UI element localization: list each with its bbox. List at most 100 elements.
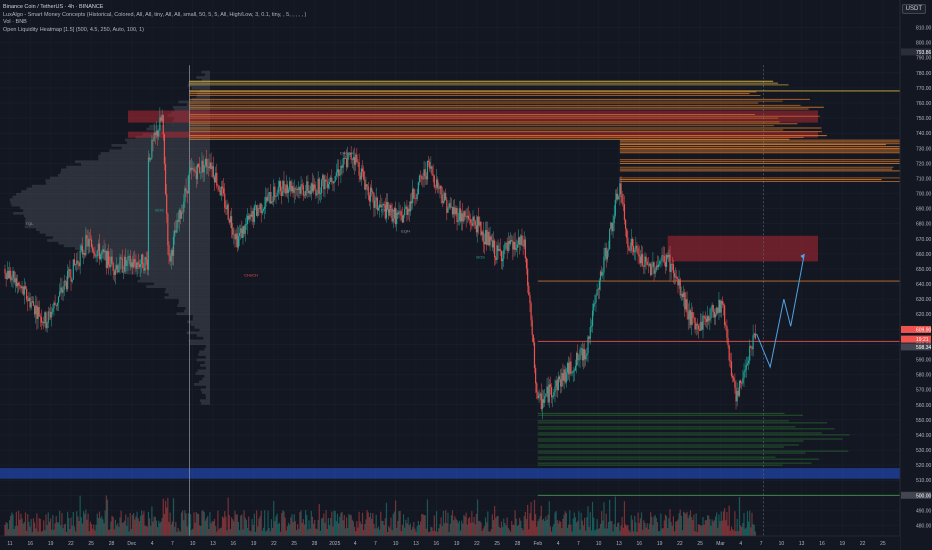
volume-bar: [379, 529, 381, 536]
price-tick-label: 620.00: [916, 312, 932, 318]
profile-bar: [126, 271, 210, 275]
candle-body: [356, 154, 358, 162]
volume-bar: [254, 531, 257, 536]
candle-body: [303, 195, 306, 196]
candle-body: [323, 175, 325, 190]
volume-bar: [431, 527, 433, 536]
volume-bar: [594, 530, 596, 536]
volume-bar: [89, 521, 92, 536]
volume-bar: [118, 526, 120, 536]
candle-body: [677, 278, 679, 286]
candle-body: [36, 305, 38, 320]
time-tick-label: 13: [413, 541, 419, 547]
volume-bar: [335, 521, 337, 536]
candle-body: [562, 373, 564, 381]
volume-bar: [195, 512, 197, 536]
profile-bar: [93, 255, 210, 259]
candle-body: [751, 347, 753, 350]
volume-bar: [548, 501, 550, 536]
candle-body: [604, 247, 606, 257]
candle-body: [249, 214, 251, 220]
candle-body: [7, 270, 10, 279]
candle-body: [271, 201, 274, 203]
candle-body: [15, 278, 17, 287]
candle-body: [565, 372, 567, 383]
volume-bar: [435, 511, 438, 536]
candle-body: [144, 257, 146, 271]
volume-bar: [147, 511, 150, 536]
volume-bar: [508, 529, 511, 536]
currency-badge[interactable]: USDT: [901, 4, 926, 14]
candle-body: [373, 193, 375, 208]
candle-body: [716, 307, 718, 315]
candle-body: [74, 264, 77, 266]
candle-body: [98, 243, 101, 260]
candle-body: [673, 273, 676, 278]
candle-body: [462, 213, 464, 222]
volume-bar: [259, 516, 261, 536]
indicator-smc[interactable]: LuxAlgo - Smart Money Concepts (Historic…: [3, 11, 307, 18]
candle-body: [158, 130, 160, 137]
volume-bar: [233, 521, 235, 536]
volume-bar: [176, 531, 178, 536]
candle-body: [360, 168, 363, 180]
candle-body: [342, 158, 344, 168]
volume-bar: [152, 521, 154, 536]
volume-bar: [285, 530, 287, 536]
price-tick-label: 760.00: [916, 101, 932, 107]
volume-bar: [415, 531, 417, 536]
profile-bar: [47, 239, 210, 242]
candle-body: [220, 186, 222, 196]
candle-body: [601, 271, 603, 276]
indicator-volume[interactable]: Vol · BNB: [3, 19, 27, 26]
volume-bar: [560, 521, 562, 536]
profile-bar: [60, 171, 211, 174]
profile-bar: [201, 78, 210, 82]
candle-body: [544, 396, 546, 403]
volume-bar: [502, 526, 504, 536]
candle-body: [581, 348, 583, 361]
volume-bar: [87, 513, 89, 536]
volume-bar: [462, 523, 464, 536]
profile-bar: [61, 168, 210, 172]
candle-body: [274, 186, 276, 198]
time-tick-label: Mar: [716, 541, 725, 547]
volume-bar: [628, 530, 630, 536]
price-marker-label: 793.86: [916, 50, 932, 56]
profile-bar: [204, 374, 210, 378]
candle-body: [73, 259, 76, 266]
volume-bar: [146, 526, 148, 536]
candle-body: [431, 166, 433, 175]
candle-body: [41, 321, 44, 323]
candle-body: [667, 255, 669, 258]
indicator-heatmap[interactable]: Open Liquidity Heatmap [1.5] (500, 4.5, …: [3, 26, 144, 33]
candle-body: [573, 370, 575, 372]
volume-bar: [418, 524, 421, 536]
price-tick-label: 810.00: [916, 26, 932, 32]
symbol-title[interactable]: Binance Coin / TetherUS · 4h · BINANCE: [3, 4, 104, 10]
volume-bar: [51, 529, 53, 536]
candle-body: [580, 348, 582, 350]
candle-body: [640, 254, 643, 264]
profile-bar: [176, 312, 210, 316]
profile-bar: [103, 258, 210, 261]
candle-body: [717, 307, 719, 313]
candle-body: [338, 169, 340, 176]
volume-bar: [497, 515, 499, 536]
volume-bar: [32, 518, 35, 536]
volume-bar: [191, 529, 193, 536]
volume-bar: [204, 520, 207, 536]
candle-body: [603, 256, 605, 273]
candle-body: [76, 260, 78, 265]
volume-bar: [63, 524, 65, 536]
volume-bar: [599, 523, 602, 536]
candle-body: [672, 264, 675, 274]
candle-body: [722, 304, 725, 306]
volume-bar: [655, 518, 657, 536]
volume-bar: [326, 528, 328, 536]
price-axis-bg: [900, 0, 932, 550]
candle-body: [27, 299, 29, 301]
candle-body: [705, 318, 708, 322]
volume-bar: [577, 520, 579, 536]
